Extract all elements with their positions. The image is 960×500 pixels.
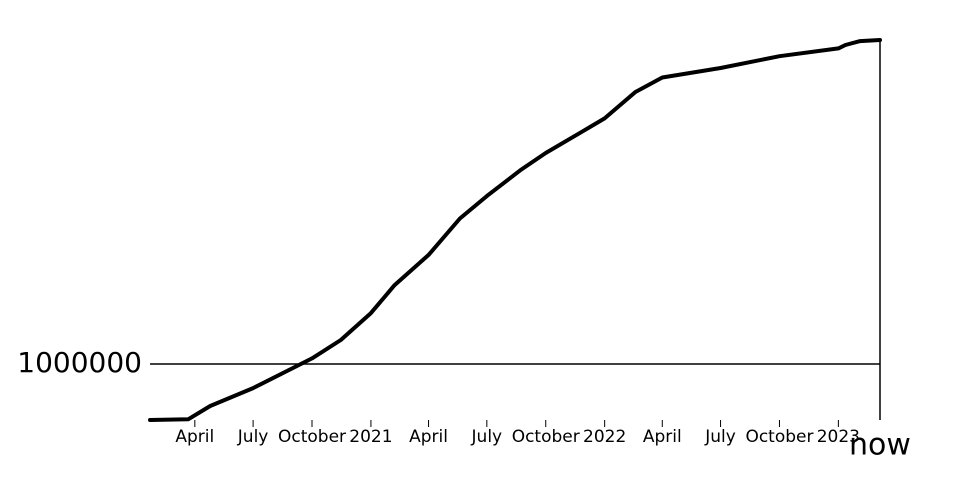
x-tick-label: October — [745, 427, 813, 447]
x-tick-label: 2023 — [817, 427, 860, 447]
y-tick-label: 1000000 — [17, 346, 142, 379]
x-tick-label: 2021 — [349, 427, 392, 447]
x-tick-label: April — [643, 427, 682, 447]
x-tick-label: July — [704, 427, 736, 447]
x-tick-label: October — [512, 427, 580, 447]
x-tick-label: July — [237, 427, 269, 447]
now-label: now — [849, 428, 911, 463]
x-tick-label: October — [278, 427, 346, 447]
x-tick-label: July — [471, 427, 503, 447]
x-tick-label: April — [409, 427, 448, 447]
x-tick-label: 2022 — [583, 427, 626, 447]
x-tick-label: April — [175, 427, 214, 447]
data-line — [148, 38, 882, 422]
